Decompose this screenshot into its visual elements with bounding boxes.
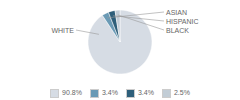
html-text:3.4%: 3.4% [137, 89, 154, 96]
svg-text:BLACK: BLACK [166, 27, 189, 34]
html-text:3.4%: 3.4% [102, 89, 118, 96]
svg-text:WHITE: WHITE [51, 27, 74, 34]
svg-text:ASIAN: ASIAN [166, 9, 187, 16]
svg-text:HISPANIC: HISPANIC [166, 18, 199, 25]
html-text:2.5%: 2.5% [173, 89, 190, 96]
html-text:90.8%: 90.8% [62, 89, 82, 96]
